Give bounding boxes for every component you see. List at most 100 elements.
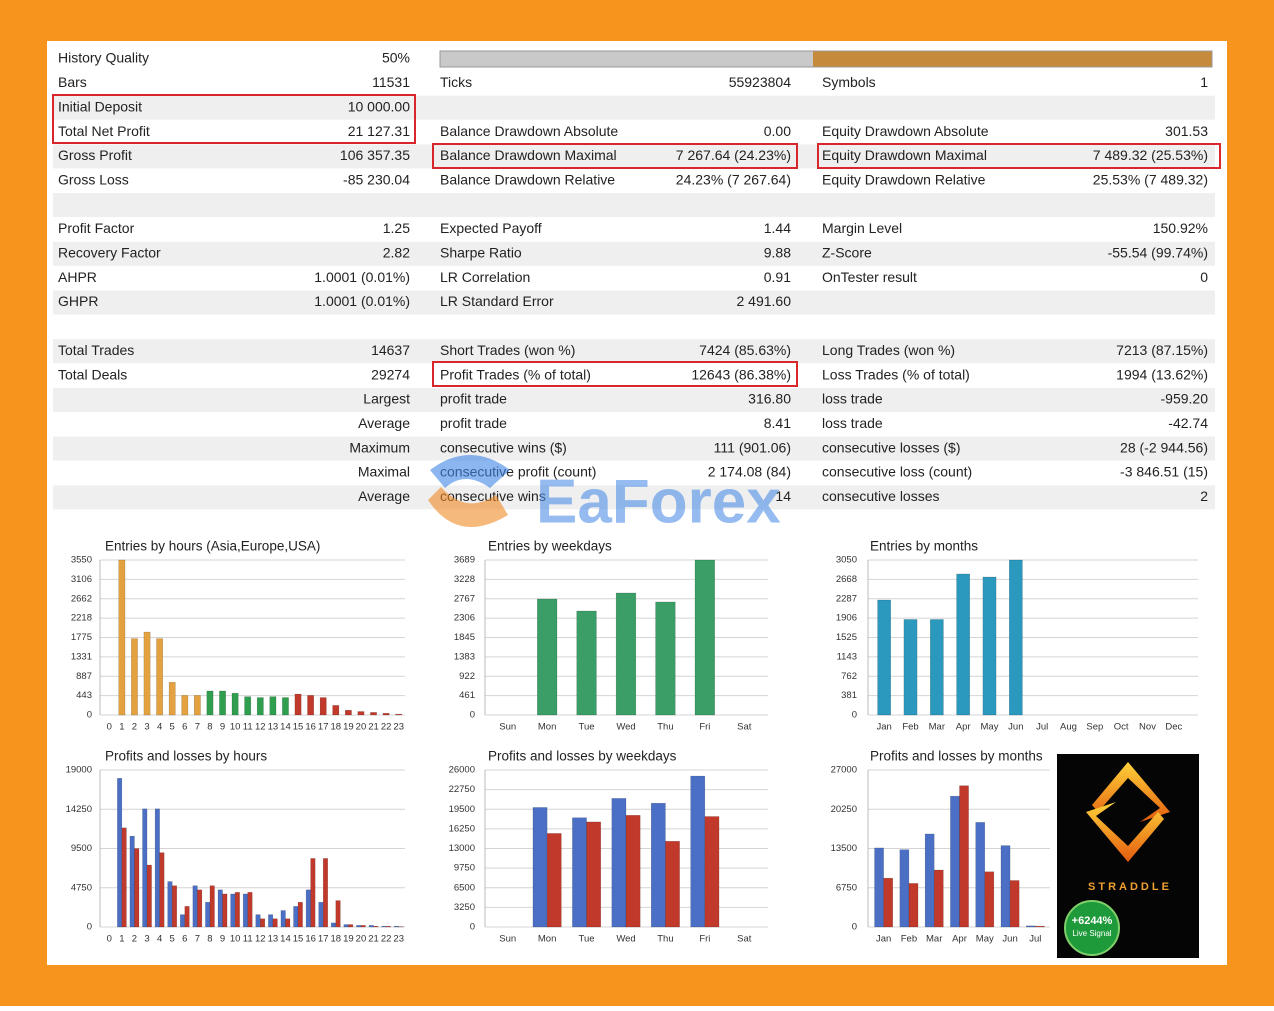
- x-tick-label: 19: [343, 722, 354, 733]
- stat-value: 12643 (86.38%): [691, 366, 791, 382]
- bar: [231, 894, 236, 927]
- bar: [245, 697, 251, 715]
- stat-value: 50%: [382, 50, 410, 66]
- bar: [957, 574, 970, 715]
- bar: [691, 776, 705, 927]
- bar: [626, 815, 640, 927]
- bar: [306, 890, 311, 927]
- y-tick-label: 762: [841, 671, 857, 682]
- y-tick-label: 19000: [66, 765, 92, 776]
- bar: [319, 902, 324, 927]
- y-tick-label: 20250: [831, 804, 857, 815]
- bar: [235, 892, 240, 927]
- stat-label: OnTester result: [822, 269, 917, 285]
- x-tick-label: 4: [157, 934, 162, 945]
- stat-value: 106 357.35: [340, 147, 410, 163]
- stat-value: 0.91: [764, 269, 791, 285]
- bar: [197, 890, 202, 927]
- stat-value: 11531: [372, 74, 410, 90]
- x-tick-label: 3: [144, 722, 149, 733]
- bar: [205, 902, 210, 927]
- ad-banner: STRADDLE +6244% Live Signal: [1057, 754, 1199, 958]
- bar: [311, 858, 316, 927]
- stat-label: Maximum: [349, 439, 410, 455]
- bar: [168, 882, 173, 927]
- x-tick-label: 3: [144, 934, 149, 945]
- x-tick-label: 13: [268, 934, 279, 945]
- stat-label: Expected Payoff: [440, 220, 542, 236]
- stat-value: 7 267.64 (24.23%): [676, 147, 791, 163]
- stat-label: Loss Trades (% of total): [822, 366, 970, 382]
- stats-table: [53, 96, 1215, 510]
- bar: [577, 611, 597, 715]
- bar: [331, 923, 336, 927]
- y-tick-label: 22750: [449, 784, 475, 795]
- row-stripe: [53, 388, 1215, 412]
- bar: [320, 698, 326, 715]
- y-tick-label: 3106: [71, 574, 92, 585]
- x-tick-label: Mar: [926, 934, 942, 945]
- x-tick-label: Mar: [929, 722, 945, 733]
- bar: [1035, 926, 1044, 927]
- y-tick-label: 2668: [836, 574, 857, 585]
- bar: [348, 925, 353, 927]
- stat-value: 25.53% (7 489.32): [1093, 171, 1208, 187]
- bar: [143, 809, 148, 927]
- stat-label: Recovery Factor: [58, 245, 161, 261]
- stat-label: Balance Drawdown Absolute: [440, 123, 618, 139]
- stat-value: 2: [1200, 488, 1208, 504]
- stat-label: Profit Factor: [58, 220, 135, 236]
- stat-label: profit trade: [440, 415, 507, 431]
- row-stripe: [53, 291, 1215, 315]
- x-tick-label: 7: [195, 722, 200, 733]
- stat-label: Margin Level: [822, 220, 902, 236]
- bar: [268, 915, 273, 927]
- bar: [878, 600, 891, 715]
- x-tick-label: Feb: [902, 722, 918, 733]
- y-tick-label: 2767: [454, 593, 475, 604]
- bar: [298, 902, 303, 927]
- x-tick-label: May: [981, 722, 999, 733]
- bar: [904, 619, 917, 715]
- x-tick-label: Fri: [699, 722, 710, 733]
- stat-label: AHPR: [58, 269, 97, 285]
- x-tick-label: 23: [393, 722, 404, 733]
- bar: [361, 925, 366, 927]
- x-tick-label: 17: [318, 934, 329, 945]
- bar: [985, 872, 994, 927]
- x-tick-label: Dec: [1165, 722, 1182, 733]
- bar: [976, 822, 985, 927]
- x-tick-label: 1: [119, 934, 124, 945]
- bar: [307, 695, 313, 715]
- bar: [612, 798, 626, 927]
- y-tick-label: 3250: [454, 902, 475, 913]
- x-tick-label: Tue: [579, 934, 595, 945]
- y-tick-label: 1383: [454, 651, 475, 662]
- bar: [294, 906, 299, 927]
- x-tick-label: 17: [318, 722, 329, 733]
- bar: [344, 925, 349, 927]
- x-tick-label: Sun: [499, 934, 516, 945]
- bar: [394, 926, 399, 927]
- bar: [282, 698, 288, 715]
- row-stripe: [53, 339, 1215, 363]
- x-tick-label: Apr: [956, 722, 971, 733]
- bar: [172, 886, 177, 927]
- x-tick-label: 19: [343, 934, 354, 945]
- x-tick-label: Sep: [1086, 722, 1103, 733]
- x-tick-label: Jun: [1008, 722, 1023, 733]
- x-tick-label: Oct: [1114, 722, 1129, 733]
- bar: [219, 691, 225, 715]
- stat-label: LR Standard Error: [440, 293, 554, 309]
- y-tick-label: 887: [76, 671, 92, 682]
- y-tick-label: 2287: [836, 593, 857, 604]
- y-tick-label: 1775: [71, 632, 92, 643]
- bar: [930, 619, 943, 715]
- stat-label: Gross Profit: [58, 147, 132, 163]
- x-tick-label: Tue: [579, 722, 595, 733]
- x-tick-label: 21: [368, 934, 379, 945]
- chart-title: Entries by hours (Asia,Europe,USA): [105, 539, 320, 554]
- stat-label: Largest: [363, 391, 410, 407]
- stat-value: 2 491.60: [737, 293, 792, 309]
- stat-label: consecutive loss (count): [822, 464, 972, 480]
